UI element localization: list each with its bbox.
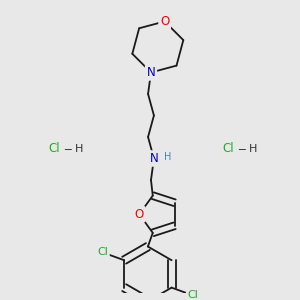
Text: Cl: Cl (97, 248, 108, 257)
Text: H: H (164, 152, 171, 161)
Text: H: H (74, 144, 83, 154)
Text: Cl: Cl (48, 142, 60, 155)
Text: Cl: Cl (222, 142, 234, 155)
Text: H: H (248, 144, 257, 154)
Text: ─: ─ (238, 144, 245, 154)
Text: O: O (160, 15, 169, 28)
Text: ─: ─ (64, 144, 71, 154)
Text: N: N (147, 66, 155, 79)
Text: Cl: Cl (188, 290, 199, 300)
Text: O: O (135, 208, 144, 221)
Text: N: N (149, 152, 158, 165)
